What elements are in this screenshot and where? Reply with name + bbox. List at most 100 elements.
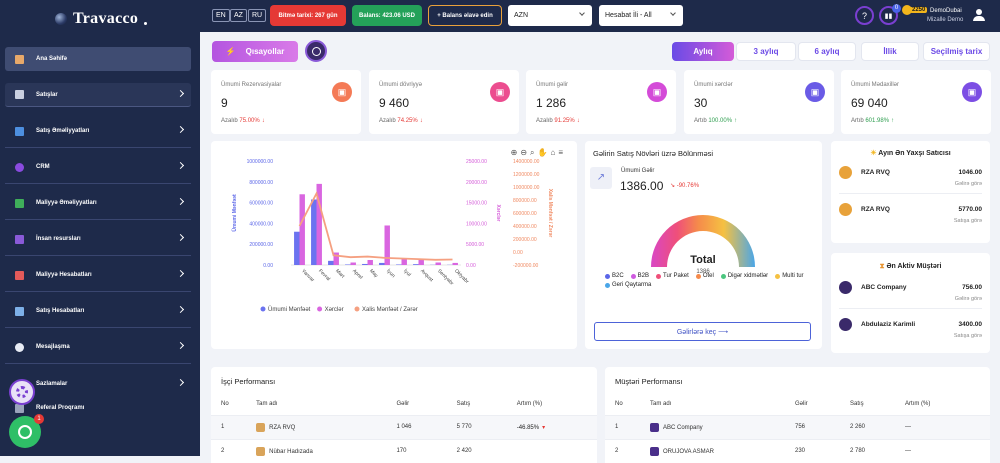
whatsapp-chat-button[interactable]: 1 <box>9 416 41 448</box>
bar-expenses[interactable] <box>385 225 390 265</box>
table-header-cell[interactable]: Satış <box>850 393 905 415</box>
period-tab-custom-date[interactable]: Seçilmiş tarix <box>923 42 990 61</box>
legend-label[interactable]: Ümumi Mənfəət <box>268 306 311 313</box>
sun-icon: ☀ <box>870 150 876 157</box>
table-header-cell[interactable]: Artım (%) <box>517 393 597 415</box>
stat-title: Ümumi gəlir <box>536 82 568 88</box>
legend-item[interactable]: Otel <box>696 273 714 279</box>
lang-en-button[interactable]: EN <box>212 9 230 22</box>
bar-expenses[interactable] <box>300 194 305 265</box>
leader-name: RZA RVQ <box>861 206 890 213</box>
bar-expenses[interactable] <box>436 263 441 265</box>
legend-item[interactable]: Tur Paket <box>656 273 689 279</box>
period-tab-yearly[interactable]: İllik <box>861 42 919 61</box>
table-header-cell[interactable]: Tam adı <box>256 393 396 415</box>
sidebar-item-home[interactable]: Ana Səhifə <box>5 47 191 71</box>
lang-az-button[interactable]: AZ <box>230 9 247 22</box>
legend-item[interactable]: Digər xidmətlər <box>721 273 768 279</box>
bar-expenses[interactable] <box>351 263 356 265</box>
table-header-cell[interactable]: No <box>605 393 650 415</box>
table-header-cell[interactable]: Artım (%) <box>905 393 990 415</box>
sidebar-item-messaging[interactable]: Mesajlaşma <box>5 335 191 359</box>
table-header-cell[interactable]: No <box>211 393 256 415</box>
table-header-cell[interactable]: Tam adı <box>650 393 795 415</box>
add-balance-button[interactable]: + Balans əlavə edin <box>428 5 502 26</box>
period-tab-3months[interactable]: 3 aylıq <box>736 42 796 61</box>
bar-profit[interactable] <box>362 264 367 265</box>
stat-value: 69 040 <box>851 96 888 110</box>
legend-item[interactable]: Geri Qaytarma <box>605 282 651 288</box>
legend-label[interactable]: Xalis Mənfəət / Zərər <box>362 307 418 313</box>
bar-expenses[interactable] <box>368 260 373 265</box>
active-customer-title-row: ⧗ Ən Aktiv Müştəri <box>831 263 990 271</box>
shortcuts-button[interactable]: ⚡Qısayollar <box>212 41 298 62</box>
leader-value: 3400.00 <box>959 321 983 328</box>
topbar: EN AZ RU Bitmə tarixi: 267 gün Balans: 4… <box>200 0 1000 32</box>
lang-ru-button[interactable]: RU <box>248 9 266 22</box>
help-button[interactable]: ? <box>855 6 874 25</box>
period-tab-6months[interactable]: 6 aylıq <box>798 42 856 61</box>
legend-item[interactable]: Multi tur <box>775 273 803 279</box>
sidebar-item-finance-operations[interactable]: Maliyyə Əməliyyatları <box>5 191 191 215</box>
table-cell: 756 <box>795 424 805 430</box>
avatar <box>839 166 852 179</box>
sidebar-item-crm[interactable]: CRM <box>5 155 191 179</box>
table-cell: 1 <box>615 424 618 430</box>
user-avatar-button[interactable] <box>972 9 986 23</box>
sidebar-item-sales-reports[interactable]: Satış Hesabatları <box>5 299 191 323</box>
bar-expenses[interactable] <box>334 253 339 265</box>
bar-profit[interactable] <box>328 261 333 265</box>
income-value: 1386.00 <box>620 179 663 193</box>
x-axis-tick: Yanvar <box>300 268 315 283</box>
bar-profit[interactable] <box>396 264 401 265</box>
table-header-cell[interactable]: Gəlir <box>396 393 456 415</box>
legend-dot <box>721 274 726 279</box>
app-logo[interactable]: Travacco <box>55 10 147 28</box>
legend-item[interactable]: B2B <box>631 273 649 279</box>
bar-profit[interactable] <box>311 199 316 265</box>
coins-badge[interactable]: 2250 <box>902 4 927 16</box>
table-cell: 5 770 <box>457 424 472 430</box>
bar-profit[interactable] <box>294 232 299 265</box>
report-year-select[interactable]: Hesabat İli - All <box>599 5 683 26</box>
chevron-right-icon <box>177 90 184 97</box>
period-tab-monthly[interactable]: Aylıq <box>672 42 734 61</box>
sidebar: Travacco Ana Səhifə Satışlar Satış Əməli… <box>0 0 200 456</box>
bar-profit[interactable] <box>345 264 350 265</box>
bolt-icon: ⚡ <box>226 47 236 56</box>
left-axis-tick: 0.00 <box>263 263 273 269</box>
legend-item[interactable]: B2C <box>605 273 624 279</box>
settings-float-button[interactable] <box>9 379 35 405</box>
go-to-income-button[interactable]: Gəlirlərə keç ⟶ <box>594 322 811 341</box>
table-header-cell[interactable]: Gəlir <box>795 393 850 415</box>
sidebar-item-sales[interactable]: Satışlar <box>5 83 191 107</box>
currency-select[interactable]: AZN <box>508 5 592 26</box>
history-button[interactable] <box>305 40 327 62</box>
notifications-button[interactable]: ▮▮ 0 <box>879 6 898 25</box>
right-axis-tick: -200000.00 <box>513 263 539 269</box>
bar-profit[interactable] <box>413 264 418 265</box>
bar-profit[interactable] <box>379 263 384 265</box>
chevron-right-icon <box>177 342 184 349</box>
line-chart-icon <box>15 307 24 316</box>
sidebar-item-finance-reports[interactable]: Maliyyə Hesabatları <box>5 263 191 287</box>
legend-label[interactable]: Xərclər <box>325 307 344 313</box>
table-header-cell[interactable]: Satış <box>457 393 517 415</box>
sidebar-item-referral[interactable]: Referal Proqramı <box>5 398 191 418</box>
sidebar-item-hr[interactable]: İnsan resursları <box>5 227 191 251</box>
avatar <box>839 281 852 294</box>
bar-expenses[interactable] <box>453 263 458 265</box>
sidebar-item-sales-operations[interactable]: Satış Əməliyyatları <box>5 119 191 143</box>
briefcase-icon <box>15 127 24 136</box>
